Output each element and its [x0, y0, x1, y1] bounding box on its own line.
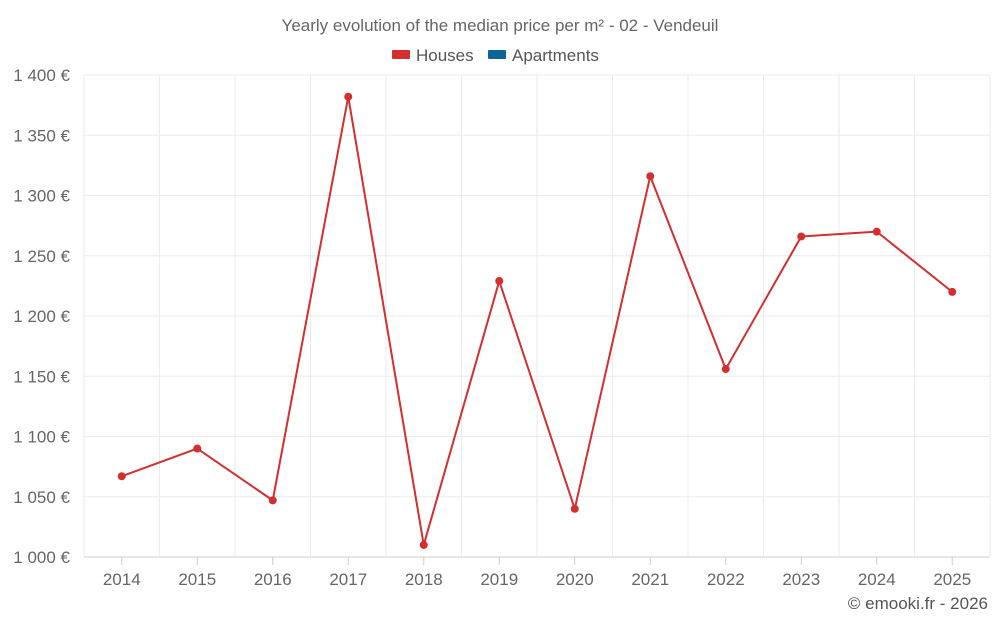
x-tick-label: 2022 — [707, 570, 745, 589]
legend-swatch-apartments[interactable] — [488, 50, 506, 59]
chart-title: Yearly evolution of the median price per… — [282, 16, 719, 35]
y-tick-label: 1 100 € — [13, 428, 70, 447]
legend-label-houses[interactable]: Houses — [416, 46, 474, 65]
x-tick-label: 2024 — [858, 570, 896, 589]
data-point[interactable] — [495, 277, 504, 286]
x-tick-label: 2018 — [405, 570, 443, 589]
x-tick-label: 2025 — [933, 570, 971, 589]
y-tick-label: 1 050 € — [13, 488, 70, 507]
legend-swatch-houses[interactable] — [392, 50, 410, 59]
x-tick-label: 2015 — [178, 570, 216, 589]
data-point[interactable] — [872, 227, 881, 236]
data-point[interactable] — [721, 365, 730, 374]
x-tick-label: 2014 — [103, 570, 141, 589]
grid-lines — [83, 74, 991, 558]
y-tick-label: 1 250 € — [13, 247, 70, 266]
x-tick-label: 2021 — [631, 570, 669, 589]
y-axis: 1 000 € 1 050 € 1 100 € 1 150 € 1 200 € 1 250… — [13, 66, 70, 567]
x-tick-label: 2016 — [254, 570, 292, 589]
data-point[interactable] — [570, 504, 579, 513]
series-houses — [117, 92, 957, 549]
credit-text: © emooki.fr - 2026 — [848, 594, 988, 613]
legend-label-apartments[interactable]: Apartments — [512, 46, 599, 65]
x-tick-label: 2023 — [782, 570, 820, 589]
x-tick-label: 2020 — [556, 570, 594, 589]
data-point[interactable] — [268, 496, 277, 505]
legend: Houses Apartments — [392, 46, 599, 65]
data-point[interactable] — [797, 232, 806, 241]
data-point[interactable] — [344, 92, 353, 101]
y-tick-label: 1 300 € — [13, 187, 70, 206]
data-point[interactable] — [948, 287, 957, 296]
data-point[interactable] — [419, 540, 428, 549]
y-tick-label: 1 350 € — [13, 126, 70, 145]
x-tick-label: 2017 — [329, 570, 367, 589]
data-point[interactable] — [646, 172, 655, 181]
y-tick-label: 1 150 € — [13, 367, 70, 386]
y-tick-label: 1 200 € — [13, 307, 70, 326]
x-axis: 2014 2015 2016 2017 2018 2019 2020 2021 2022 2023… — [103, 557, 971, 589]
data-point[interactable] — [193, 444, 202, 453]
y-tick-label: 1 000 € — [13, 548, 70, 567]
x-tick-label: 2019 — [480, 570, 518, 589]
y-tick-label: 1 400 € — [13, 66, 70, 85]
series-line-houses — [121, 95, 953, 546]
data-point[interactable] — [117, 472, 126, 481]
